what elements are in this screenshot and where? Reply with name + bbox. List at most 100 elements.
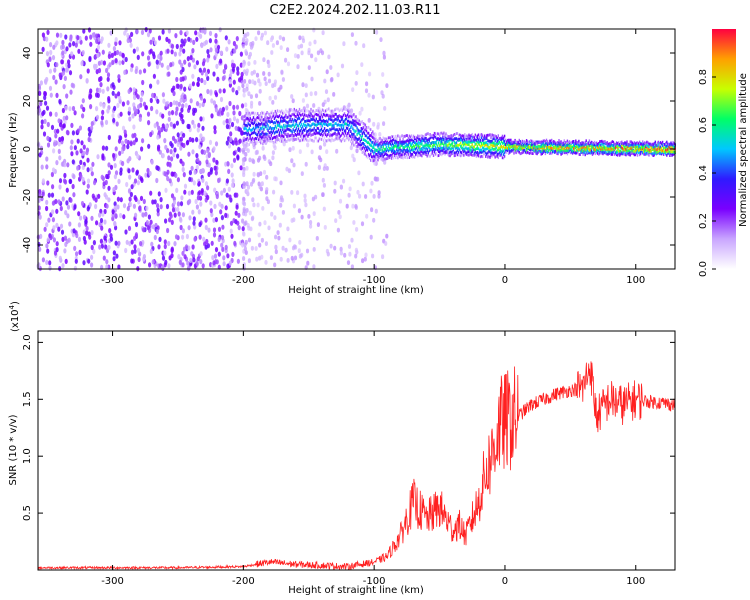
heatmap-cell bbox=[576, 140, 578, 144]
heatmap-cell bbox=[536, 150, 538, 154]
heatmap-cell bbox=[624, 141, 626, 145]
heatmap-cell bbox=[333, 124, 335, 128]
heatmap-cell bbox=[292, 110, 294, 114]
heatmap-cell bbox=[340, 124, 343, 127]
heatmap-cell bbox=[600, 145, 602, 149]
heatmap-cell bbox=[243, 88, 247, 93]
heatmap-cell bbox=[497, 148, 499, 152]
heatmap-cell bbox=[130, 63, 134, 69]
heatmap-cell bbox=[322, 166, 326, 172]
heatmap-cell bbox=[263, 76, 267, 82]
heatmap-cell bbox=[399, 136, 401, 140]
snr-x-axis-label: Height of straight line (km) bbox=[288, 585, 424, 596]
heatmap-cell bbox=[293, 125, 295, 128]
heatmap-cell bbox=[304, 134, 306, 138]
heatmap-cell bbox=[398, 143, 400, 147]
heatmap-cell bbox=[454, 154, 457, 157]
heatmap-cell bbox=[137, 199, 141, 205]
heatmap-cell bbox=[373, 159, 375, 162]
heatmap-cell bbox=[241, 242, 245, 248]
heatmap-cell bbox=[671, 150, 673, 154]
heatmap-cell bbox=[100, 174, 104, 180]
heatmap-cell bbox=[257, 112, 259, 115]
heatmap-cell bbox=[232, 104, 236, 110]
heatmap-cell bbox=[228, 117, 232, 123]
heatmap-cell bbox=[244, 118, 246, 122]
heatmap-cell bbox=[494, 155, 496, 159]
heatmap-cell bbox=[594, 145, 597, 149]
heatmap-cell bbox=[648, 148, 650, 151]
heatmap-cell bbox=[525, 148, 528, 152]
heatmap-cell bbox=[430, 152, 433, 156]
heatmap-cell bbox=[58, 98, 62, 105]
heatmap-cell bbox=[364, 134, 367, 138]
heatmap-cell bbox=[309, 91, 313, 97]
heatmap-cell bbox=[129, 201, 133, 207]
heatmap-cell bbox=[515, 140, 517, 144]
heatmap-cell bbox=[319, 137, 322, 141]
heatmap-cell bbox=[499, 150, 502, 154]
heatmap-cell bbox=[217, 251, 221, 257]
heatmap-cell bbox=[72, 228, 76, 234]
heatmap-cell bbox=[472, 148, 474, 152]
heatmap-cell bbox=[120, 140, 125, 146]
heatmap-cell bbox=[542, 141, 544, 145]
heatmap-cell bbox=[412, 144, 415, 148]
heatmap-cell bbox=[672, 153, 674, 156]
heatmap-cell bbox=[372, 155, 374, 159]
heatmap-cell bbox=[108, 228, 112, 234]
heatmap-cell bbox=[140, 91, 144, 97]
heatmap-cell bbox=[48, 85, 53, 91]
heatmap-cell bbox=[382, 50, 386, 56]
heatmap-cell bbox=[252, 137, 255, 141]
heatmap-cell bbox=[276, 230, 280, 236]
heatmap-cell bbox=[542, 139, 544, 143]
heatmap-cell bbox=[387, 149, 390, 153]
heatmap-cell bbox=[315, 136, 317, 140]
heatmap-y-tick-label: 20 bbox=[22, 95, 33, 108]
heatmap-cell bbox=[359, 120, 361, 124]
heatmap-cell bbox=[596, 148, 598, 152]
heatmap-cell bbox=[443, 146, 445, 150]
heatmap-cell bbox=[367, 146, 370, 150]
heatmap-cell bbox=[247, 143, 249, 147]
heatmap-cell bbox=[307, 129, 309, 133]
heatmap-cell bbox=[336, 72, 340, 78]
heatmap-cell bbox=[262, 57, 266, 63]
heatmap-cell bbox=[450, 147, 452, 151]
heatmap-cell bbox=[45, 259, 49, 265]
heatmap-cell bbox=[635, 151, 638, 154]
heatmap-cell bbox=[49, 92, 53, 98]
heatmap-cell bbox=[180, 195, 184, 201]
heatmap-cell bbox=[359, 143, 361, 147]
heatmap-cell bbox=[537, 141, 539, 145]
heatmap-cell bbox=[117, 91, 121, 97]
heatmap-cell bbox=[542, 149, 544, 153]
heatmap-cell bbox=[348, 110, 350, 114]
heatmap-cell bbox=[578, 148, 580, 151]
heatmap-cell bbox=[191, 48, 195, 54]
heatmap-cell bbox=[232, 40, 236, 47]
heatmap-cell bbox=[279, 180, 283, 186]
heatmap-cell bbox=[541, 142, 543, 146]
heatmap-cell bbox=[268, 112, 270, 116]
heatmap-cell bbox=[382, 154, 384, 158]
heatmap-cell bbox=[491, 144, 493, 148]
heatmap-cell bbox=[536, 145, 538, 149]
heatmap-cell bbox=[669, 146, 671, 150]
heatmap-cell bbox=[489, 156, 491, 159]
heatmap-cell bbox=[268, 127, 270, 130]
heatmap-cell bbox=[43, 118, 47, 124]
heatmap-cell bbox=[429, 136, 431, 140]
heatmap-cell bbox=[548, 152, 551, 155]
heatmap-cell bbox=[497, 139, 499, 142]
heatmap-cell bbox=[303, 115, 305, 118]
heatmap-cell bbox=[176, 153, 180, 159]
heatmap-cell bbox=[616, 153, 619, 157]
heatmap-cell bbox=[576, 149, 578, 152]
heatmap-cell bbox=[364, 149, 367, 153]
heatmap-cell bbox=[95, 38, 99, 44]
heatmap-cell bbox=[564, 141, 566, 144]
heatmap-cell bbox=[485, 136, 487, 140]
heatmap-cell bbox=[328, 123, 330, 126]
